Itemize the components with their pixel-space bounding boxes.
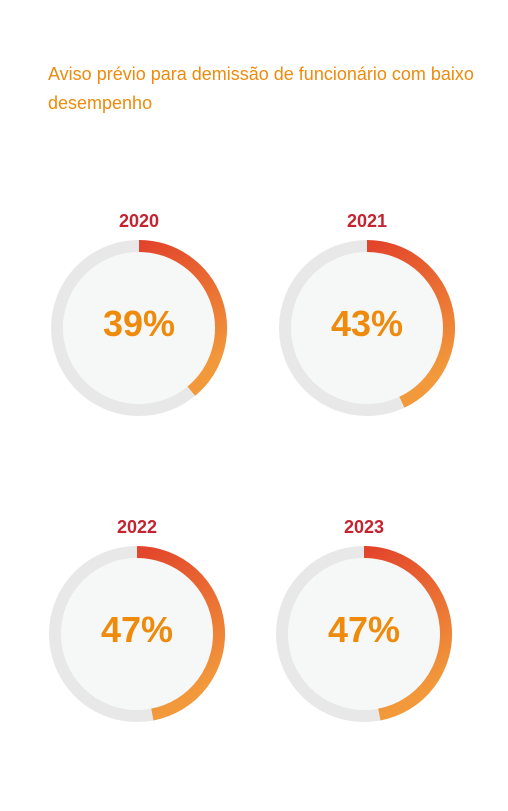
gauge-2022: 2022 47% <box>42 516 232 736</box>
gauge-value-arc <box>366 240 455 408</box>
gauge-ring <box>51 240 227 416</box>
gauge-value-label: 47% <box>327 609 401 650</box>
gauge-ring <box>279 240 455 416</box>
gauge-year-label: 2021 <box>346 211 388 231</box>
gauge-value-label: 43% <box>330 303 404 344</box>
gauge-year-label: 2022 <box>116 517 158 537</box>
gauge-ring <box>49 546 225 722</box>
gauge-value-label: 39% <box>102 303 176 344</box>
gauge-ring <box>276 546 452 722</box>
gauge-2021: 2021 43% <box>272 210 462 430</box>
gauge-year-label: 2020 <box>118 211 160 231</box>
gauge-inner-disc <box>288 558 440 710</box>
gauge-year-label: 2023 <box>343 517 385 537</box>
gauge-inner-disc <box>63 252 215 404</box>
gauge-value-arc <box>138 240 227 396</box>
chart-title: Aviso prévio para demissão de funcionári… <box>48 64 474 113</box>
gauge-value-arc <box>136 546 225 721</box>
gauge-value-label: 47% <box>100 609 174 650</box>
gauge-inner-disc <box>291 252 443 404</box>
gauge-2020: 2020 39% <box>44 210 234 430</box>
gauge-value-arc <box>363 546 452 721</box>
gauge-2023: 2023 47% <box>269 516 459 736</box>
gauge-inner-disc <box>61 558 213 710</box>
